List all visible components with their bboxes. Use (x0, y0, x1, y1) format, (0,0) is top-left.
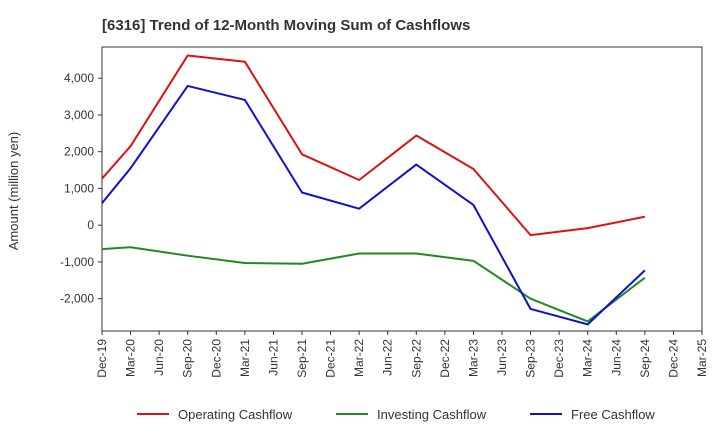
y-tick-label: 3,000 (64, 108, 94, 122)
plot-frame (101, 46, 703, 332)
y-axis-ticks: 4,000 3,000 2,000 1,000 0 -1,000 -2,000 (60, 71, 102, 306)
y-axis-label: Amount (million yen) (6, 132, 21, 251)
y-tick-label: 1,000 (64, 181, 94, 195)
x-tick-label: Jun-23 (495, 339, 509, 376)
x-tick-label: Dec-22 (438, 339, 452, 378)
x-tick-label: Dec-23 (552, 339, 566, 378)
chart-title: [6316] Trend of 12-Month Moving Sum of C… (102, 17, 470, 34)
y-tick-label: -1,000 (60, 255, 94, 269)
x-tick-label: Dec-19 (95, 339, 109, 378)
x-tick-label: Jun-24 (609, 339, 623, 376)
x-axis-ticks: Dec-19 Mar-20 Jun-20 Sep-20 Dec-20 Mar-21 Jun-… (95, 331, 709, 378)
x-tick-label: Mar-20 (124, 339, 138, 377)
operating-cashflow-line (101, 54, 646, 237)
x-tick-label: Sep-24 (638, 339, 652, 378)
y-tick-label: 2,000 (64, 145, 94, 159)
x-tick-label: Mar-23 (466, 339, 480, 377)
legend: Operating Cashflow Investing Cashflow Free… (137, 407, 655, 422)
plot-background (102, 47, 702, 331)
x-tick-label: Sep-20 (181, 339, 195, 378)
y-tick-label: -2,000 (60, 292, 94, 306)
series-lines (101, 54, 646, 326)
y-tick-label: 4,000 (64, 71, 94, 85)
free-cashflow-line (101, 84, 646, 326)
x-tick-label: Sep-22 (409, 339, 423, 378)
x-tick-label: Sep-23 (524, 339, 538, 378)
legend-label-investing-cashflow: Investing Cashflow (377, 407, 487, 422)
x-tick-label: Mar-25 (695, 339, 709, 377)
x-tick-label: Jun-20 (152, 339, 166, 376)
x-tick-label: Jun-21 (266, 339, 280, 376)
legend-label-free-cashflow: Free Cashflow (571, 407, 655, 422)
x-tick-label: Dec-21 (324, 339, 338, 378)
investing-cashflow-line (101, 246, 646, 323)
x-tick-label: Dec-20 (209, 339, 223, 378)
x-tick-label: Mar-22 (352, 339, 366, 377)
y-tick-label: 0 (87, 218, 94, 232)
x-tick-label: Mar-24 (581, 339, 595, 377)
x-tick-label: Dec-24 (666, 339, 680, 378)
plot-border (101, 46, 703, 332)
x-tick-label: Sep-21 (295, 339, 309, 378)
x-tick-label: Jun-22 (381, 339, 395, 376)
legend-label-operating-cashflow: Operating Cashflow (178, 407, 293, 422)
x-tick-label: Mar-21 (238, 339, 252, 377)
